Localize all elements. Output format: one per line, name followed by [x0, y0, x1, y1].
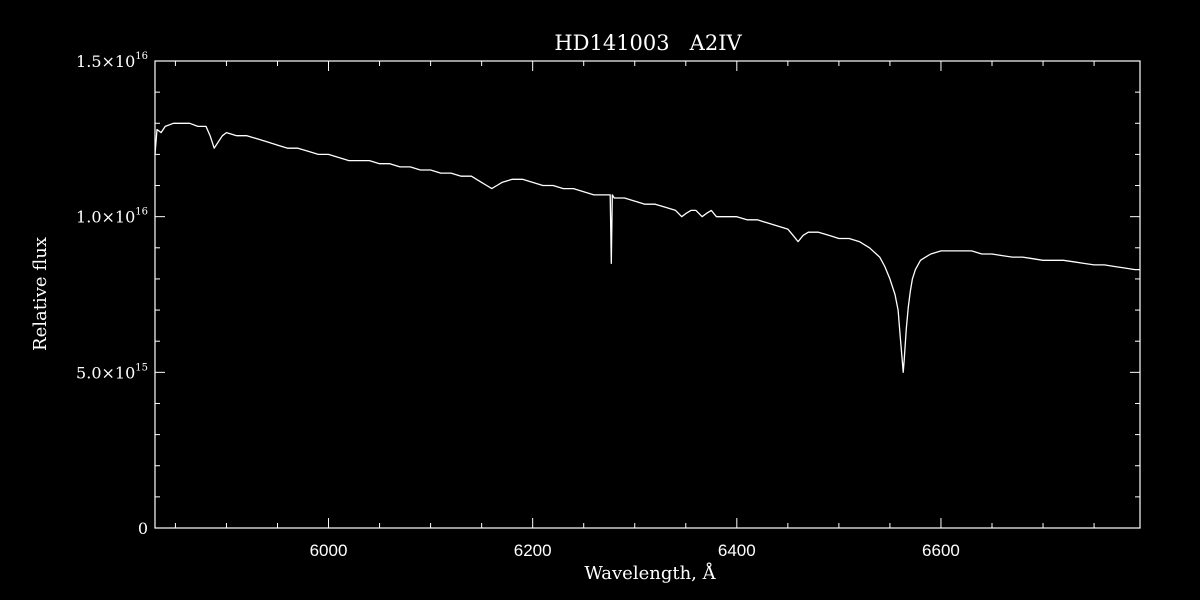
- y-tick-label: 1.5×1016: [76, 51, 148, 71]
- x-axis-label: Wavelength, Å: [584, 562, 716, 584]
- chart-title: HD141003 A2IV: [554, 31, 742, 55]
- x-tick-label: 6600: [922, 541, 960, 560]
- spectrum-line: [154, 122, 1140, 373]
- axis-ticks: [155, 60, 1140, 529]
- x-tick-label: 6200: [514, 541, 552, 560]
- x-tick-label: 6400: [718, 541, 756, 560]
- y-tick-label: 0: [138, 519, 148, 538]
- tick-labels: 6000 6200 6400 6600 0 5.0×1015 1.0×1016 1.5×101…: [76, 51, 960, 560]
- x-tick-label: 6000: [310, 541, 348, 560]
- plot-frame: [154, 60, 1141, 529]
- y-tick-label: 1.0×1016: [76, 207, 148, 227]
- y-tick-label: 5.0×1015: [76, 362, 148, 382]
- y-axis-label: Relative flux: [30, 237, 51, 351]
